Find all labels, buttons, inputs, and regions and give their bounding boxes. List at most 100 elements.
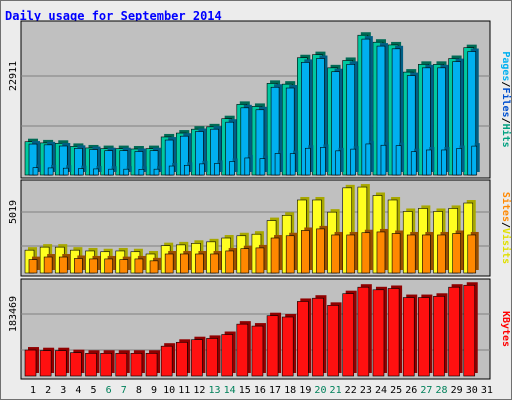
bar-pages-day-14 — [229, 161, 235, 176]
day-label: 7 — [121, 385, 127, 396]
day-label: 15 — [239, 385, 251, 396]
bar-sites-day-26 — [406, 234, 416, 274]
bar-pages-day-23-shadow — [368, 140, 374, 172]
bar-pages-day-30 — [471, 145, 478, 176]
legend-item-pages: Pages — [500, 51, 511, 81]
bar-pages-day-24 — [380, 144, 387, 176]
day-label: 26 — [405, 385, 417, 396]
bar-sites-day-8 — [134, 258, 144, 274]
bar-pages-day-16-shadow — [262, 155, 268, 172]
day-label: 12 — [193, 385, 205, 396]
bar-kbytes-day-8 — [130, 353, 143, 377]
bar-pages-day-5-shadow — [96, 165, 102, 172]
bar-sites-day-10 — [164, 253, 174, 274]
day-label: 16 — [254, 385, 266, 396]
bar-kbytes-day-14 — [221, 334, 233, 377]
bar-kbytes-day-23 — [357, 286, 370, 377]
bar-pages-day-4-shadow — [81, 165, 87, 172]
day-label: 1 — [30, 385, 36, 396]
bar-kbytes-day-11 — [175, 341, 188, 377]
bar-pages-day-13 — [214, 163, 220, 176]
chart-title: Daily usage for September 2014 — [5, 9, 222, 23]
bar-pages-day-25-shadow — [399, 142, 405, 172]
day-label: 20 — [314, 385, 326, 396]
bar-pages-day-19 — [305, 147, 311, 176]
bar-pages-day-21 — [335, 150, 341, 176]
bar-kbytes-day-27 — [418, 297, 430, 377]
bar-pages-day-26-shadow — [414, 148, 420, 172]
bar-sites-day-22 — [346, 234, 356, 274]
day-label: 4 — [75, 385, 81, 396]
bar-pages-day-23 — [365, 143, 372, 176]
legend-item-files: Files — [500, 87, 512, 117]
bar-pages-day-6 — [108, 168, 114, 176]
bar-sites-day-11 — [179, 253, 189, 274]
bar-kbytes-day-30 — [463, 284, 476, 377]
bar-kbytes-day-25 — [387, 288, 400, 377]
bar-sites-day-25 — [391, 233, 401, 274]
day-label: 25 — [390, 385, 402, 396]
bar-pages-day-30-shadow — [474, 143, 480, 172]
day-label: 28 — [435, 385, 447, 396]
legend-separator: / — [500, 81, 511, 87]
day-label: 11 — [178, 385, 190, 396]
bar-pages-day-18-shadow — [293, 150, 299, 172]
bar-pages-day-11-shadow — [187, 162, 193, 172]
legend-separator: / — [500, 222, 511, 228]
bar-pages-day-9 — [153, 168, 160, 176]
day-label: 2 — [45, 385, 51, 396]
bar-kbytes-day-7 — [115, 353, 128, 377]
bar-kbytes-day-4 — [70, 352, 82, 377]
bar-pages-day-14-shadow — [232, 158, 238, 172]
day-label: 30 — [466, 385, 478, 396]
legend-item-visits: Visits — [500, 228, 512, 264]
bar-pages-day-6-shadow — [111, 166, 117, 172]
bar-pages-day-20 — [320, 147, 326, 176]
bar-pages-day-7 — [123, 168, 130, 176]
bar-kbytes-day-29 — [448, 286, 460, 377]
bar-pages-day-17 — [274, 153, 281, 176]
day-label: 18 — [284, 385, 296, 396]
day-label: 29 — [451, 385, 463, 396]
day-label: 22 — [345, 385, 357, 396]
bar-sites-day-20 — [316, 228, 325, 274]
bar-sites-day-28 — [437, 234, 446, 274]
bar-pages-day-19-shadow — [308, 145, 314, 172]
day-label: 3 — [60, 385, 66, 396]
scale-label: 183469 — [8, 296, 19, 332]
bar-pages-day-2 — [47, 167, 54, 176]
bar-pages-day-13-shadow — [217, 160, 223, 172]
bar-sites-day-29 — [452, 233, 461, 274]
bar-sites-day-4 — [74, 258, 83, 274]
bar-pages-day-15-shadow — [247, 154, 253, 172]
bar-pages-day-10-shadow — [172, 163, 178, 172]
bar-pages-day-1-shadow — [36, 164, 41, 172]
bar-sites-day-2 — [43, 256, 53, 274]
bar-sites-day-23 — [361, 232, 371, 274]
bar-pages-day-15 — [244, 157, 251, 176]
bar-kbytes-day-6 — [100, 353, 112, 377]
day-label: 10 — [163, 385, 175, 396]
scale-label: 22911 — [8, 61, 19, 91]
bar-sites-day-16 — [255, 247, 265, 274]
bar-sites-day-21 — [331, 234, 340, 274]
bar-pages-day-5 — [93, 168, 99, 176]
bar-sites-day-14 — [225, 250, 234, 274]
day-label: 6 — [106, 385, 112, 396]
bar-kbytes-day-19 — [297, 301, 309, 377]
bar-pages-day-22-shadow — [353, 146, 359, 172]
bar-kbytes-day-10 — [160, 345, 173, 377]
bar-pages-day-18 — [289, 153, 296, 176]
bar-pages-day-17-shadow — [278, 150, 284, 172]
bar-pages-day-27-shadow — [429, 146, 435, 172]
bar-sites-day-15 — [240, 248, 250, 274]
bar-pages-day-26 — [410, 151, 417, 176]
bar-sites-day-6 — [104, 258, 113, 274]
day-label: 13 — [209, 385, 221, 396]
bar-kbytes-day-20 — [312, 297, 324, 377]
bar-kbytes-day-3 — [54, 350, 67, 377]
bar-sites-day-7 — [119, 259, 129, 274]
day-label: 27 — [420, 385, 432, 396]
legend-visits-sites: Sites/Visits — [500, 192, 512, 264]
bar-sites-day-13 — [210, 253, 219, 274]
